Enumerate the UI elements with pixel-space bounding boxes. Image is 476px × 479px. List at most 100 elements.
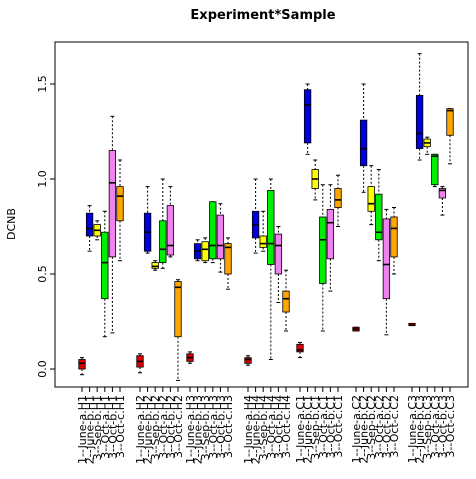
y-tick-label: 0.5 [36, 265, 49, 283]
x-tick-label: 3--Oct-b.H3 [214, 395, 227, 459]
box-1--June-a.C1 [296, 341, 304, 359]
y-tick-label: 0.0 [36, 360, 49, 378]
box-1--June-a.H2 [136, 353, 144, 374]
box-3--Oct-c.H1 [116, 159, 124, 262]
box-3--Oct-c.H4 [282, 269, 290, 332]
x-tick-label: 3--Oct-c.C2 [388, 395, 401, 457]
x-tick-label: 3--Oct-b.H1 [106, 395, 119, 459]
x-tick-label: 3--Oct-c.H4 [280, 395, 293, 458]
box-3--Oct-b.C1 [326, 184, 335, 292]
x-tick-label: 3--Oct-b.C1 [324, 395, 337, 458]
x-tick-label: 1--June-a.H3 [184, 395, 197, 464]
box-2--June-b.H3 [193, 239, 202, 262]
box-3--Oct-c.C2 [390, 207, 398, 275]
box-body [174, 281, 182, 338]
box-3--Oct-a.H1 [101, 210, 109, 338]
box-3--Oct-a.C2 [375, 169, 383, 262]
box-body [296, 343, 304, 353]
box-2--June-b.H1 [85, 205, 94, 252]
box-1--June-a.C3 [408, 322, 416, 327]
box-3--Oct-c.C1 [334, 174, 342, 227]
box-body [303, 89, 312, 144]
box-body [78, 359, 86, 370]
x-tick-label: 3--Sep-b.C3 [421, 395, 434, 460]
x-tick-label: 3--Oct-b.C3 [436, 395, 449, 458]
x-tick-label: 3--Oct-a.H2 [157, 395, 170, 459]
box-body [334, 188, 342, 208]
box-3--Oct-b.H3 [216, 203, 225, 273]
box-3--Oct-b.C2 [382, 208, 391, 336]
box-3--Oct-a.C1 [319, 184, 327, 332]
x-tick-label: 3--Sep-b.H2 [149, 395, 162, 460]
box-body [267, 189, 275, 265]
box-body [359, 119, 368, 167]
x-tick-label: 3--Sep-b.H3 [199, 395, 212, 460]
x-tick-label: 1--June-a.H4 [242, 395, 255, 464]
box-body [259, 235, 267, 248]
box-3--Oct-b.H1 [108, 115, 117, 334]
box-3--Sep-b.H3 [201, 237, 209, 264]
box-3--Oct-b.H4 [274, 226, 283, 303]
y-axis-label: DCNB [5, 208, 18, 240]
x-tick-label: 3--Oct-c.C1 [332, 395, 345, 457]
plot-frame [54, 41, 469, 388]
box-body [367, 186, 375, 212]
x-tick-label: 3--Oct-c.H2 [172, 395, 185, 458]
box-body [319, 216, 327, 284]
box-body [382, 218, 391, 300]
y-tick-label: 1.5 [36, 75, 49, 93]
box-3--Oct-c.H3 [224, 237, 232, 290]
x-tick-label: 2--June-b.C1 [302, 395, 315, 464]
box-body [390, 216, 398, 258]
box-3--Oct-a.C3 [431, 153, 439, 188]
x-tick-label: 3--Oct-c.C3 [444, 395, 457, 457]
box-body [116, 186, 124, 222]
box-body [244, 357, 252, 364]
box-3--Sep-b.C1 [311, 159, 319, 201]
box-body [201, 241, 209, 262]
x-tick-label: 2--June-b.H1 [84, 395, 97, 464]
x-tick-label: 2--June-b.C3 [414, 395, 427, 464]
x-tick-label: 3--Oct-a.C3 [429, 395, 442, 458]
box-3--Sep-b.C3 [423, 136, 431, 155]
box-3--Oct-a.H3 [209, 201, 217, 264]
box-body [282, 290, 290, 313]
x-tick-label: 3--Oct-a.H4 [265, 395, 278, 459]
box-3--Oct-a.H4 [267, 178, 275, 360]
x-tick-label: 3--Sep-b.H1 [91, 395, 104, 460]
box-body [326, 208, 335, 260]
box-body [431, 153, 439, 186]
box-2--June-b.C2 [359, 83, 368, 193]
x-tick-label: 1--June-a.C2 [350, 395, 363, 463]
box-3--Oct-a.H2 [159, 178, 167, 269]
box-3--Oct-c.H2 [174, 279, 182, 381]
box-1--June-a.H1 [78, 357, 86, 376]
x-tick-label: 2--June-b.C2 [358, 395, 371, 464]
x-tick-label: 3--Oct-a.C2 [373, 395, 386, 458]
y-tick-label: 1.0 [36, 170, 49, 188]
box-3--Sep-b.C2 [367, 165, 375, 226]
x-tick-label: 2--June-b.H3 [192, 395, 205, 464]
box-body [274, 233, 283, 275]
x-axis-labels: 1--June-a.H12--June-b.H13--Sep-b.H13--Oc… [76, 387, 457, 464]
x-tick-label: 3--Oct-b.H4 [272, 395, 285, 459]
box-body [224, 243, 232, 275]
box-1--June-a.C2 [352, 326, 360, 332]
box-3--Sep-b.H1 [93, 220, 101, 241]
box-body [151, 262, 159, 269]
x-tick-label: 2--June-b.H2 [142, 395, 155, 464]
box-series [78, 53, 454, 381]
box-2--June-b.C1 [303, 83, 312, 155]
box-body [85, 212, 94, 237]
box-2--June-b.C3 [415, 53, 424, 161]
x-tick-label: 3--Oct-a.H3 [207, 395, 220, 459]
box-body [159, 220, 167, 264]
box-body [166, 205, 175, 256]
box-body [438, 188, 447, 199]
x-tick-label: 3--Oct-c.H3 [222, 395, 235, 458]
x-tick-label: 1--June-a.H2 [134, 395, 147, 464]
x-tick-label: 2--June-b.H4 [250, 395, 263, 464]
x-tick-label: 3--Oct-b.C2 [380, 395, 393, 458]
chart-title: Experiment*Sample [190, 8, 335, 23]
